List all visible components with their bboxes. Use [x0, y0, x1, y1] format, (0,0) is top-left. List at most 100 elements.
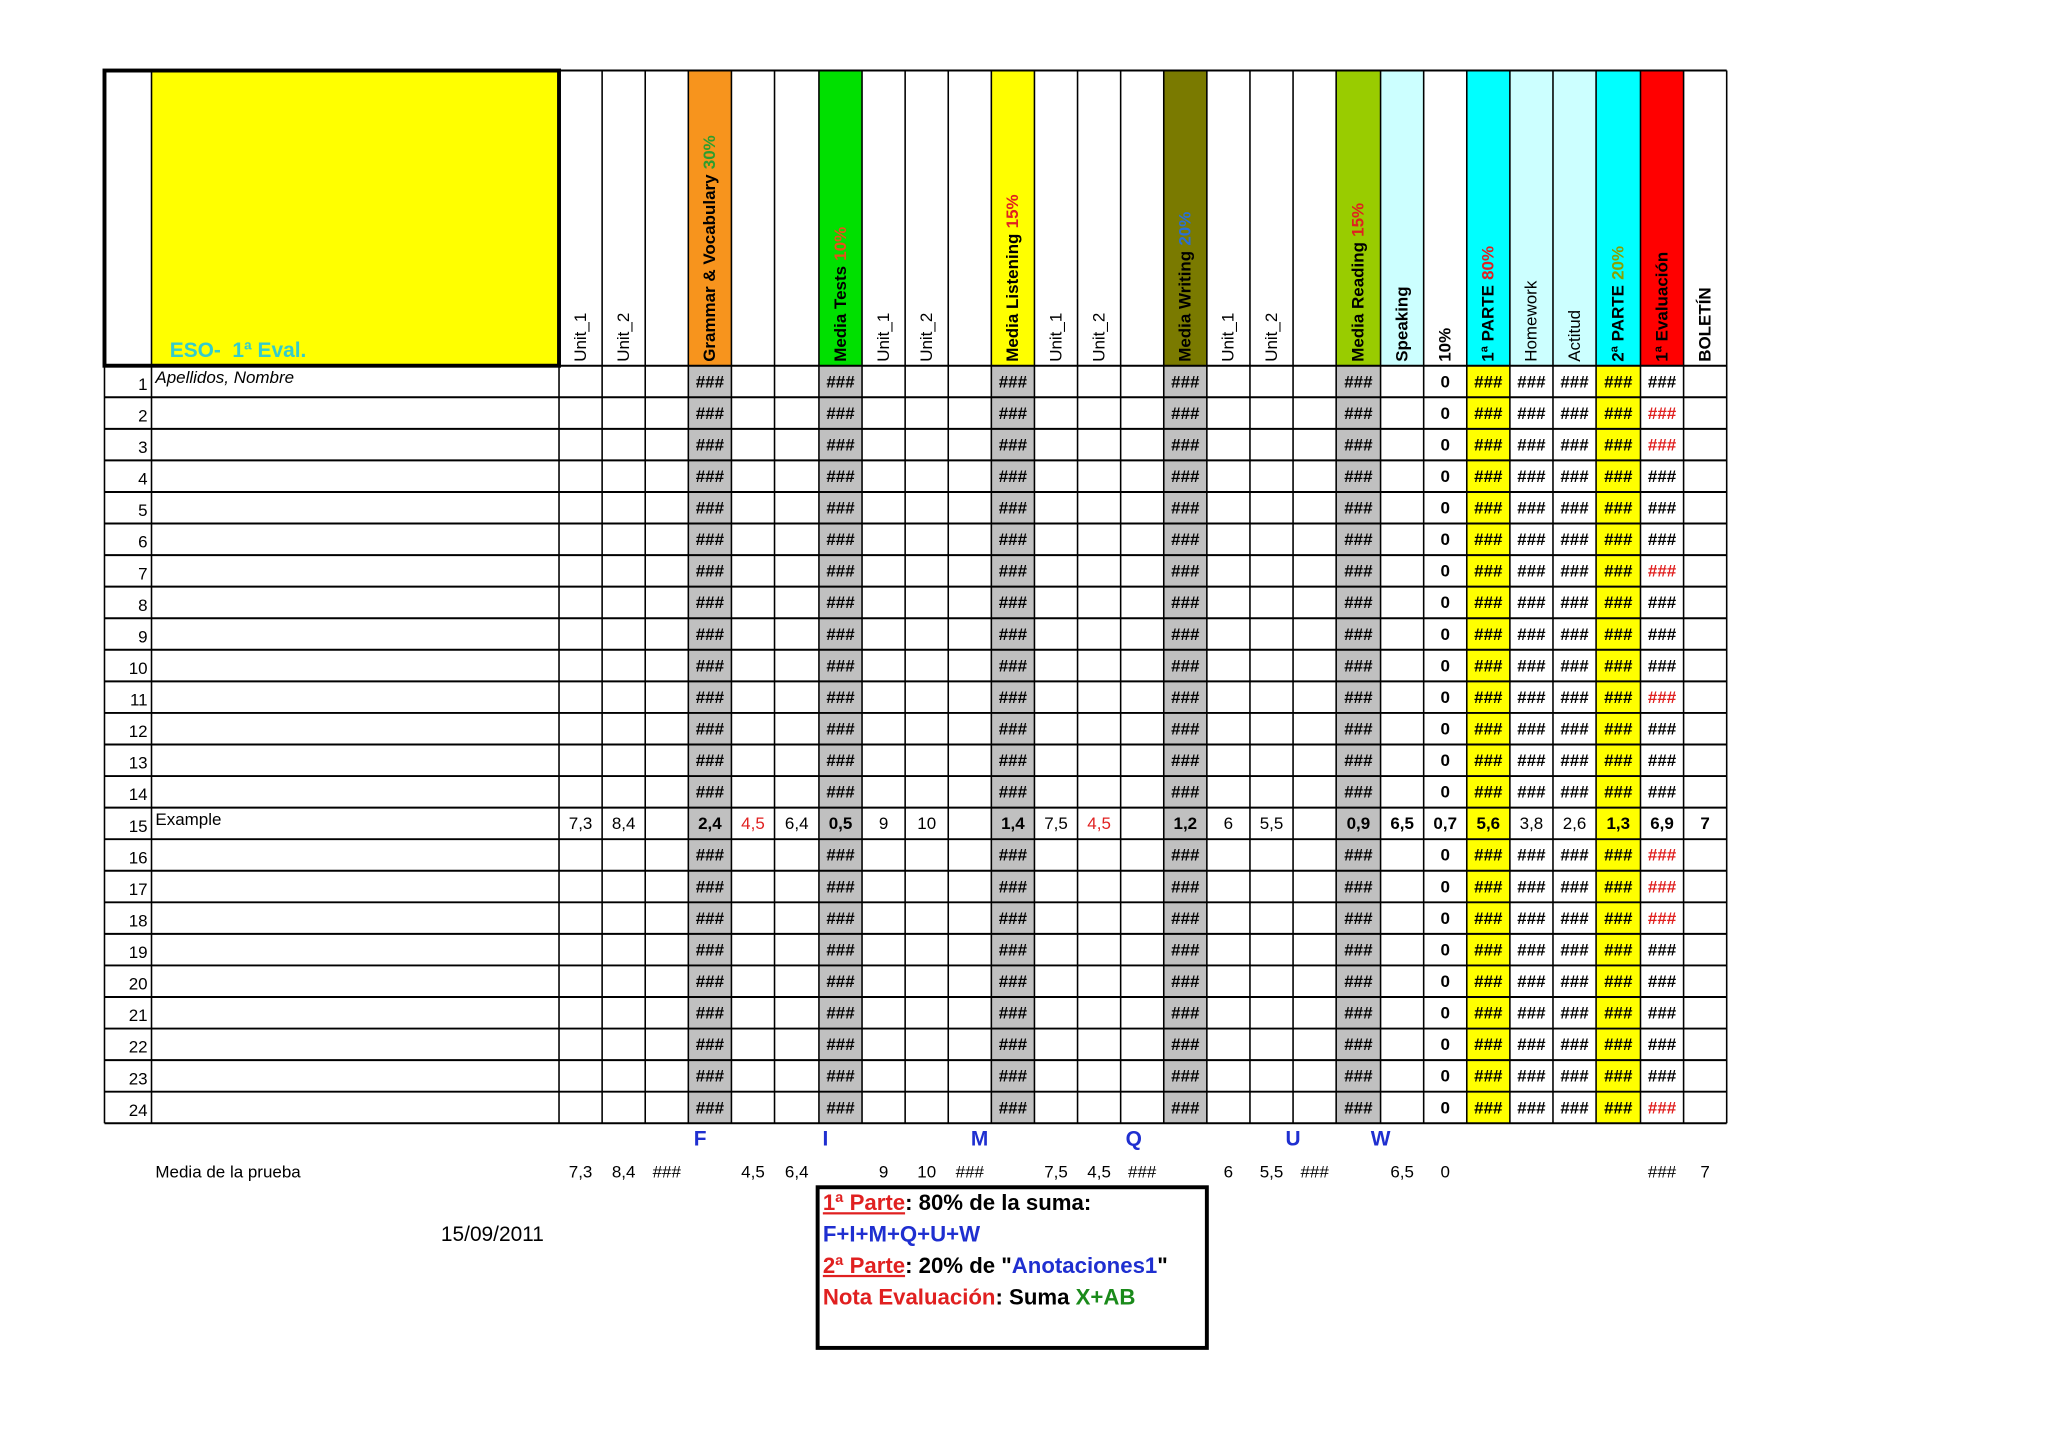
header-label: Speaking: [1393, 286, 1412, 361]
column-header: Media Reading 15%: [1349, 203, 1368, 362]
cell-value: ###: [1474, 940, 1503, 959]
cell-value: ###: [696, 530, 725, 549]
cell-value: ###: [1560, 593, 1589, 612]
cell-value: 1,2: [1174, 814, 1198, 833]
cell-value: ###: [1344, 499, 1373, 518]
cell-value: 1,4: [1001, 814, 1025, 833]
header-percent: 10%: [831, 227, 850, 261]
cell-value: ###: [826, 751, 855, 770]
header-label: BOLETÍN: [1696, 287, 1715, 361]
cell-value: ###: [1560, 372, 1589, 391]
cell-value: ###: [826, 719, 855, 738]
note-span: : 20% de ": [905, 1253, 1012, 1278]
note-span: 80% de la suma:: [912, 1190, 1091, 1215]
cell-value: ###: [826, 593, 855, 612]
header-label: 1ª Evaluación: [1653, 252, 1672, 362]
note-line: F+I+M+Q+U+W: [823, 1221, 980, 1246]
cell-value: ###: [1648, 940, 1677, 959]
cell-value: 0: [1441, 562, 1450, 581]
cell-value: ###: [1648, 656, 1677, 675]
cell-value: 4,5: [1087, 814, 1111, 833]
cell-value: 10: [917, 814, 936, 833]
cell-value: ###: [1344, 751, 1373, 770]
cell-value: ###: [1604, 909, 1633, 928]
note-span: Anotaciones1: [1012, 1253, 1158, 1278]
cell-value: ###: [826, 783, 855, 802]
note-line: Nota Evaluación: Suma X+AB: [823, 1284, 1136, 1309]
row-number: 11: [130, 691, 148, 710]
cell-value: ###: [1474, 688, 1503, 707]
average-value: 5,5: [1260, 1162, 1284, 1181]
average-value: 4,5: [741, 1162, 765, 1181]
row-number: 7: [138, 564, 147, 583]
cell-value: ###: [1171, 593, 1200, 612]
cell-value: ###: [1560, 656, 1589, 675]
cell-value: ###: [1648, 1098, 1677, 1117]
column-header: 2ª PARTE 20%: [1609, 246, 1628, 362]
cell-value: ###: [826, 562, 855, 581]
cell-value: ###: [1344, 688, 1373, 707]
cell-value: ###: [1604, 1098, 1633, 1117]
row-number: 20: [129, 975, 148, 994]
column-header: Speaking: [1393, 286, 1412, 361]
cell-value: ###: [1171, 404, 1200, 423]
average-value: 7,3: [569, 1162, 593, 1181]
cell-value: ###: [1604, 372, 1633, 391]
name-header-bg: [151, 70, 560, 366]
header-label: Media Listening: [1004, 234, 1023, 362]
row-number: 5: [138, 501, 147, 520]
average-value: 6: [1224, 1162, 1233, 1181]
cell-value: ###: [1517, 1035, 1546, 1054]
cell-value: 6,4: [785, 814, 809, 833]
note-span: 1ª Parte: [823, 1190, 905, 1215]
cell-value: ###: [999, 1098, 1028, 1117]
date: 15/09/2011: [441, 1223, 544, 1246]
header-percent: 15%: [1004, 194, 1023, 228]
cell-value: ###: [1648, 435, 1677, 454]
cell-value: ###: [1560, 499, 1589, 518]
cell-value: ###: [1517, 499, 1546, 518]
header-bg: [1552, 70, 1597, 366]
cell-value: ###: [999, 1035, 1028, 1054]
cell-value: ###: [1648, 530, 1677, 549]
note-line: 2ª Parte: 20% de "Anotaciones1": [823, 1253, 1168, 1278]
cell-value: ###: [1604, 846, 1633, 865]
column-header: Unit_1: [1219, 313, 1238, 362]
cell-value: ###: [696, 625, 725, 644]
column-header: 1ª PARTE 80%: [1479, 246, 1498, 362]
header-label: Unit_2: [614, 313, 633, 362]
cell-value: ###: [1344, 1098, 1373, 1117]
cell-value: ###: [696, 499, 725, 518]
cell-value: 5,6: [1477, 814, 1501, 833]
column-letter: Q: [1126, 1128, 1142, 1151]
column-header: BOLETÍN: [1696, 287, 1715, 361]
header-percent: 20%: [1609, 246, 1628, 280]
header-percent: 15%: [1349, 203, 1368, 237]
cell-value: ###: [826, 1067, 855, 1086]
cell-value: 9: [879, 814, 888, 833]
cell-value: ###: [999, 625, 1028, 644]
cell-value: ###: [1517, 372, 1546, 391]
cell-value: 3,8: [1520, 814, 1544, 833]
average-value: ###: [1648, 1162, 1677, 1181]
row-number: 14: [129, 785, 148, 804]
cell-value: ###: [1474, 909, 1503, 928]
cell-value: ###: [1474, 562, 1503, 581]
column-header: Media Listening 15%: [1004, 194, 1023, 361]
cell-value: ###: [1344, 593, 1373, 612]
cell-value: 0: [1441, 1035, 1450, 1054]
cell-value: ###: [1171, 751, 1200, 770]
cell-value: ###: [1171, 719, 1200, 738]
cell-value: ###: [1648, 909, 1677, 928]
column-header: Unit_2: [1090, 313, 1109, 362]
row-number: 8: [138, 596, 147, 615]
row-name: Apellidos, Nombre: [154, 368, 294, 387]
cell-value: ###: [1344, 404, 1373, 423]
cell-value: ###: [1171, 846, 1200, 865]
cell-value: 0: [1441, 404, 1450, 423]
cell-value: ###: [826, 625, 855, 644]
cell-value: ###: [1474, 1098, 1503, 1117]
cell-value: ###: [1517, 435, 1546, 454]
cell-value: ###: [1560, 530, 1589, 549]
cell-value: ###: [999, 783, 1028, 802]
